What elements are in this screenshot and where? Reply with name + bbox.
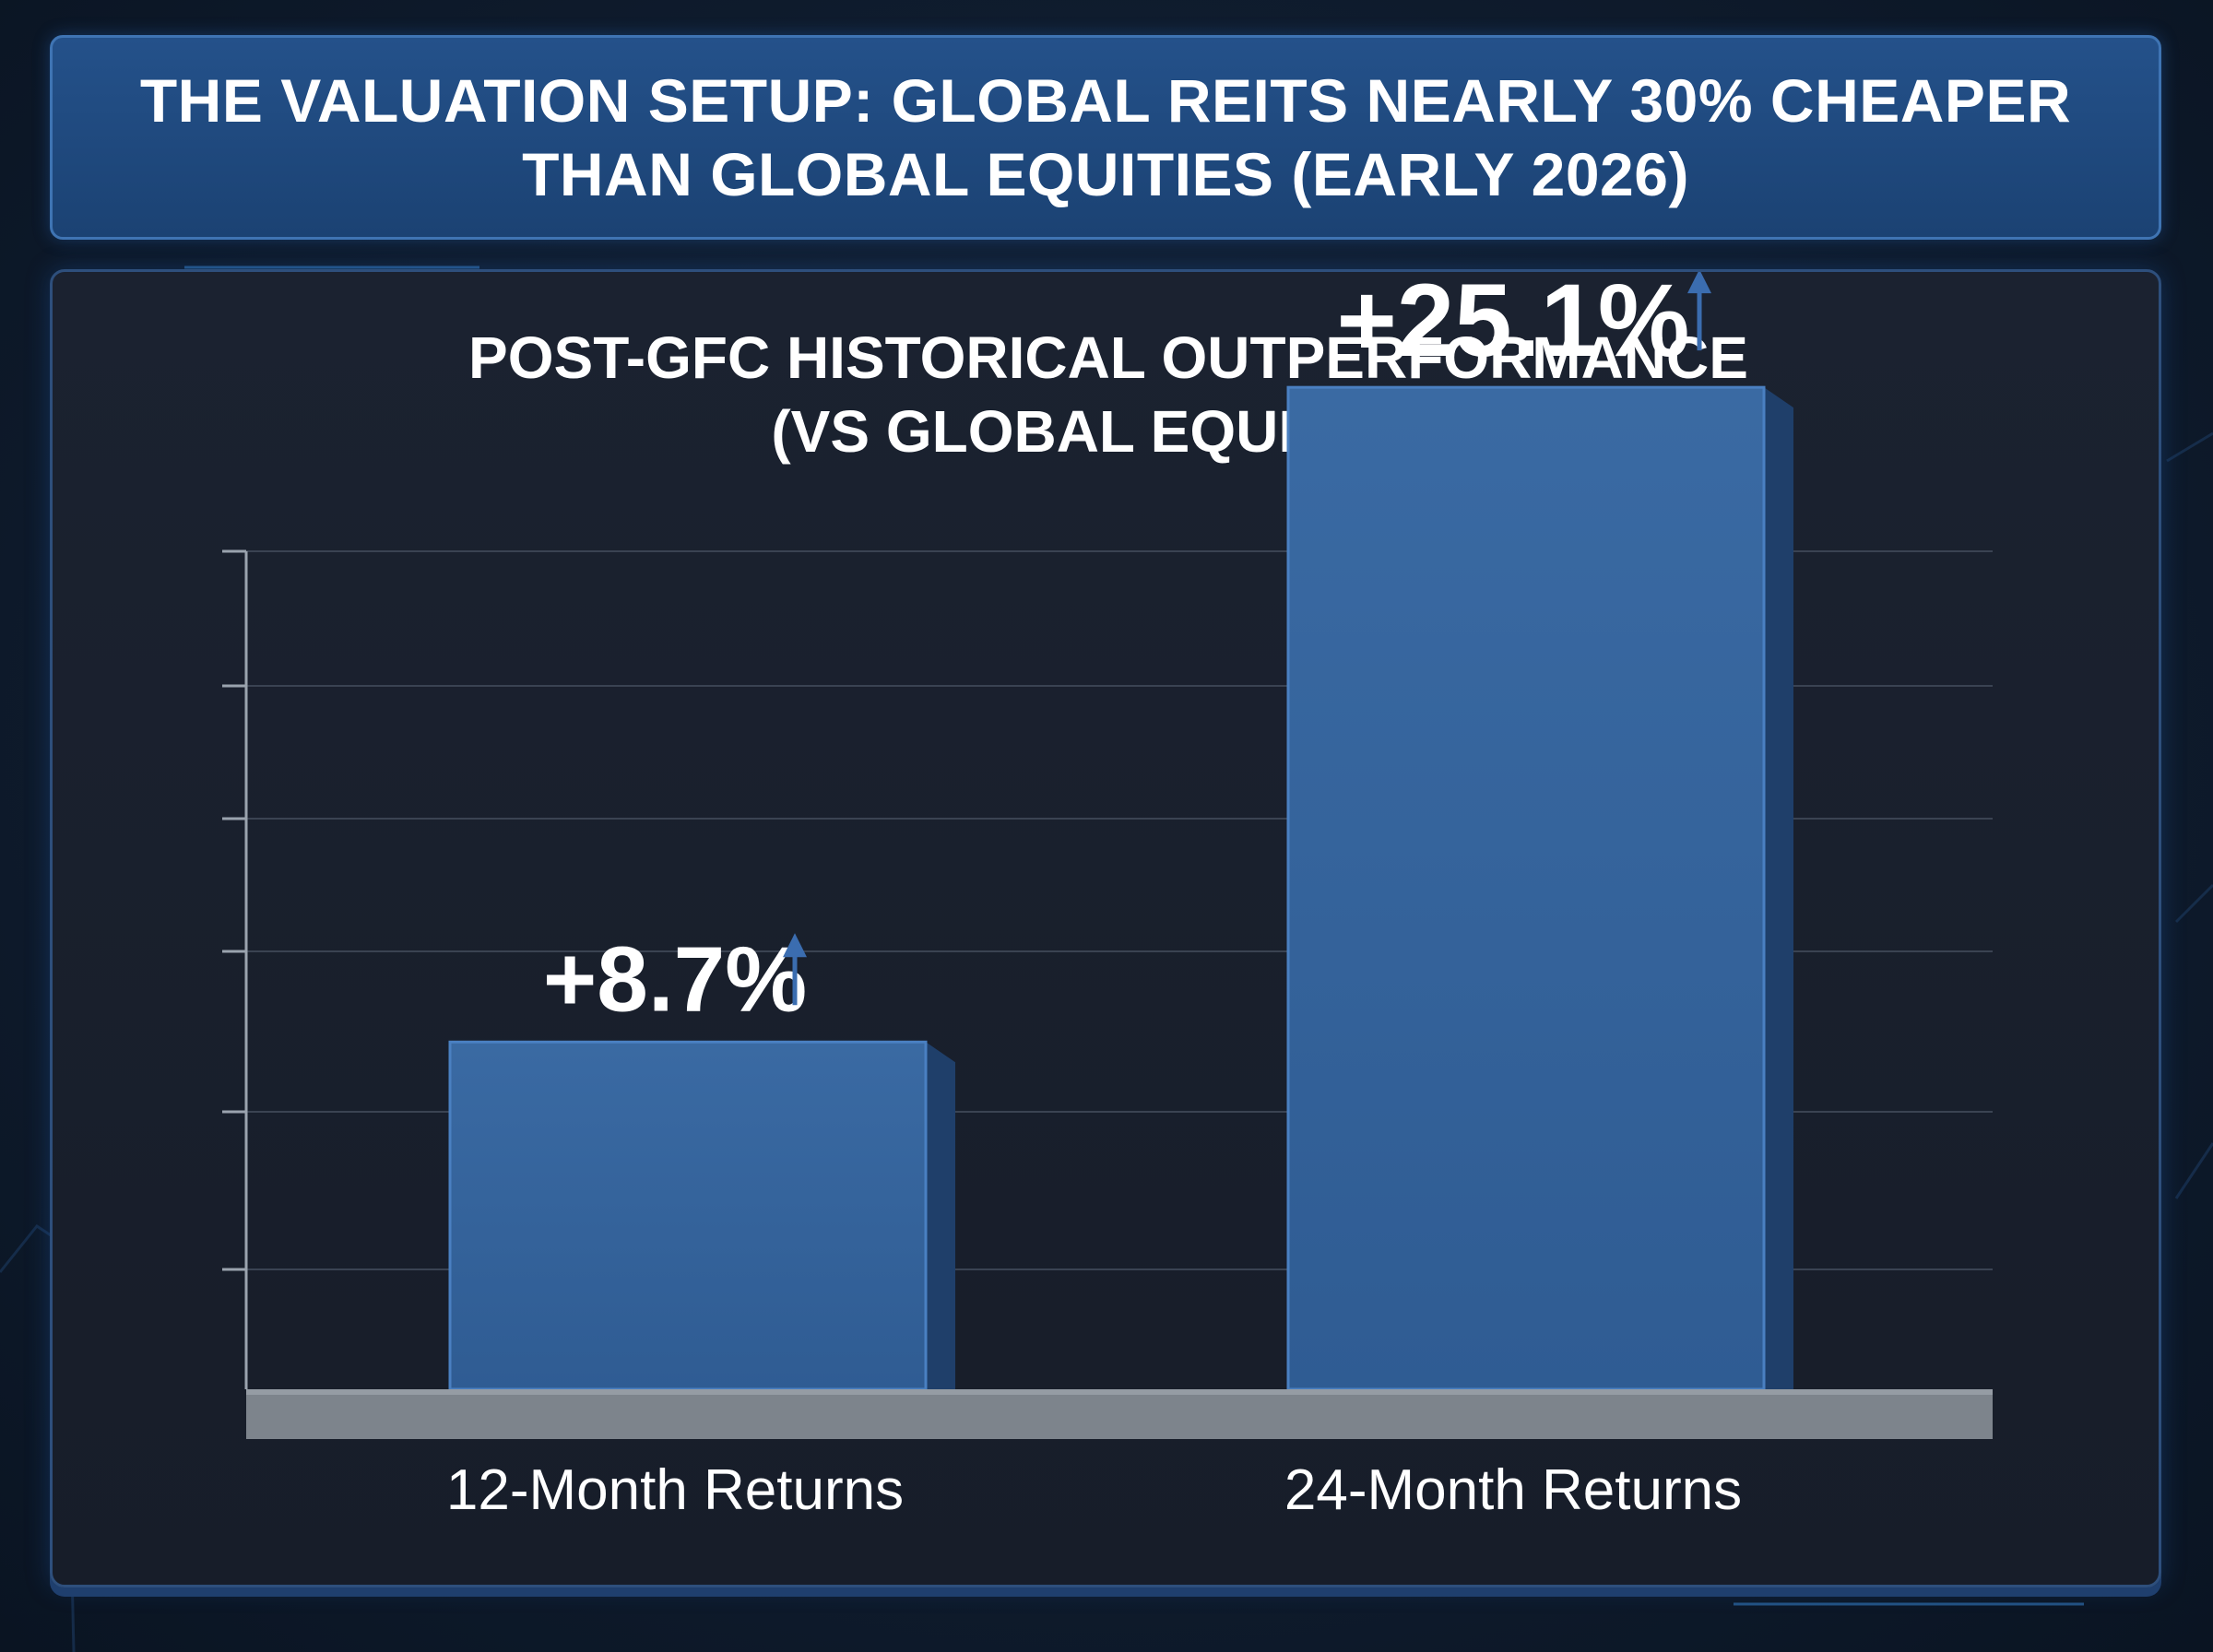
up-arrow-icon [1687, 272, 1711, 351]
bar-chart: +8.7% 12-Month Returns +25.1% 24-Month Retu… [222, 272, 1993, 1522]
title-banner: THE VALUATION SETUP: GLOBAL REITS NEARLY… [50, 35, 2161, 240]
bar [448, 1040, 928, 1391]
category-label: 24-Month Returns [1284, 1458, 1742, 1522]
bar [1286, 385, 1766, 1391]
chart-title-line-1: POST-GFC HISTORICAL OUTPERFORMANCE [468, 324, 1748, 391]
page-title: THE VALUATION SETUP: GLOBAL REITS NEARLY… [139, 66, 2072, 208]
up-arrow-icon [783, 933, 807, 1006]
value-label: +8.7% [543, 927, 807, 1031]
x-axis-base [246, 1389, 1993, 1439]
x-axis-base-highlight [246, 1389, 1993, 1395]
bar-side [926, 1042, 955, 1389]
category-label: 12-Month Returns [446, 1458, 904, 1522]
bar-side [1764, 387, 1793, 1390]
chart-panel: POST-GFC HISTORICAL OUTPERFORMANCE (VS G… [50, 269, 2161, 1587]
value-label: +25.1% [1337, 272, 1690, 378]
